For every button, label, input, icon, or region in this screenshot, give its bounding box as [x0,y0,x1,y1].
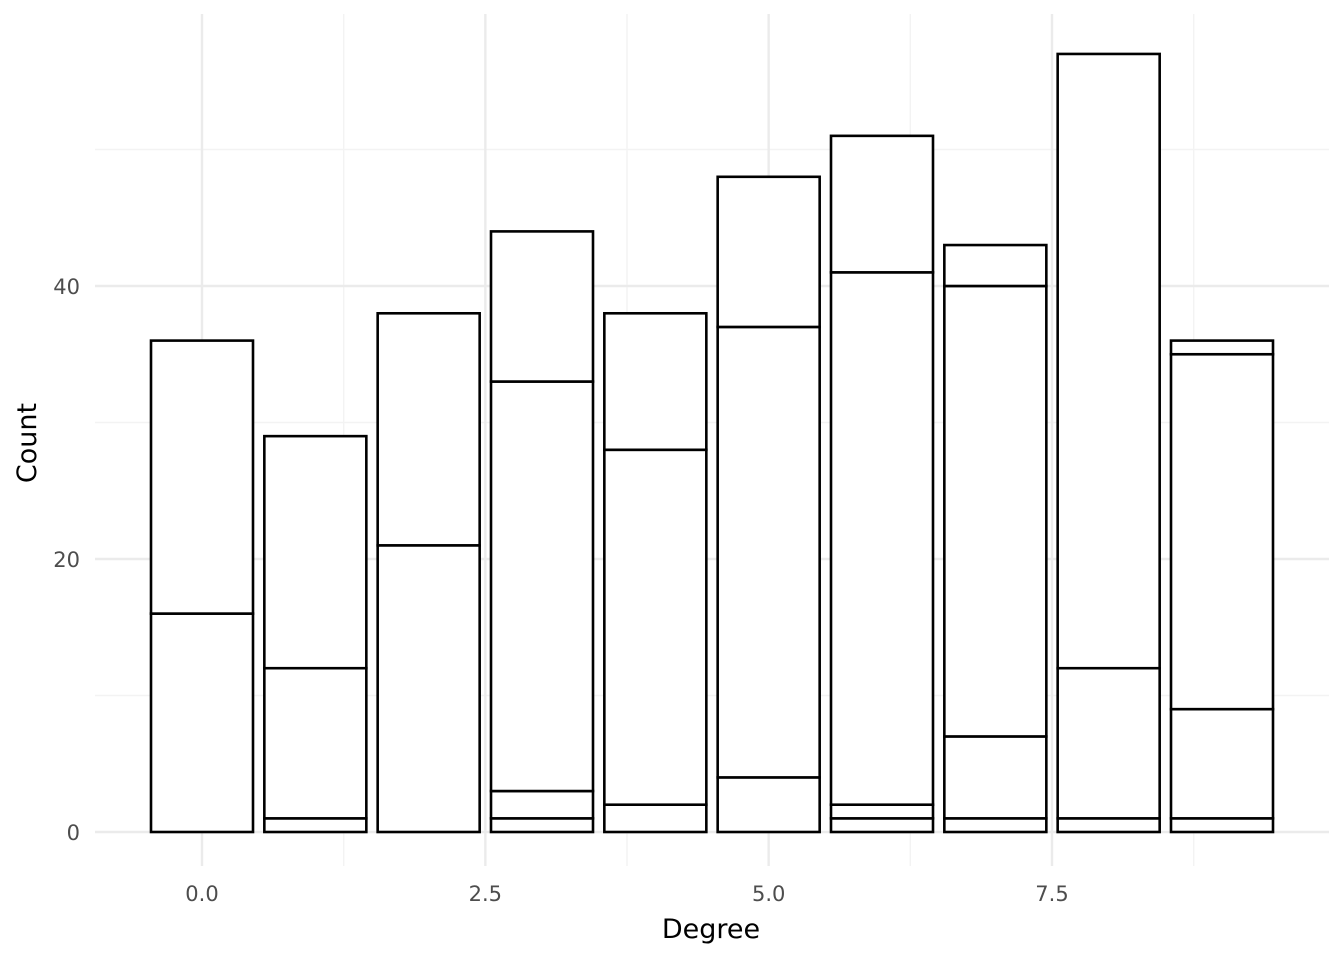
bar-segment [716,776,821,834]
x-tick-label: 5.0 [752,882,785,906]
y-tick-label: 0 [67,821,80,845]
bar-segment [376,311,481,547]
bar-stack [829,134,935,834]
bar-stack [943,243,1048,834]
y-axis-tick-labels: 0 20 40 [53,275,80,845]
bar-segment [489,817,595,834]
bar-segment [489,230,595,383]
y-axis-title: Count [12,403,43,483]
bar-segment [716,175,821,329]
bar-segment [1056,52,1161,670]
bar-segment [603,448,708,806]
bar-stack [1056,52,1161,834]
bar-segment [829,134,935,274]
bar-segment [943,817,1048,834]
bar-segment [716,325,821,779]
x-axis-tick-labels: 0.0 2.5 5.0 7.5 [185,882,1068,906]
bar-stack [1169,339,1275,834]
bars-layer [149,52,1275,834]
bar-segment [149,612,255,834]
y-tick-label: 40 [53,275,80,299]
bar-stack [603,311,708,834]
bar-segment [829,817,935,834]
x-axis-title: Degree [662,914,760,945]
bar-segment [489,789,595,820]
bar-stack [716,175,821,834]
bar-stack [489,230,595,834]
x-tick-label: 2.5 [469,882,502,906]
bar-segment [829,271,935,806]
bar-segment [376,544,481,834]
bar-segment [149,339,255,615]
bar-segment [489,380,595,793]
bar-stack [376,311,481,834]
bar-segment [943,284,1048,738]
bar-stack [149,339,255,834]
x-tick-label: 7.5 [1035,882,1068,906]
bar-segment [1169,817,1275,834]
bar-stack [263,434,368,834]
x-tick-label: 0.0 [185,882,218,906]
bar-segment [829,803,935,820]
bar-segment [1169,339,1275,356]
bar-segment [263,434,368,670]
bar-segment [1169,707,1275,820]
bar-segment [1056,817,1161,834]
y-tick-label: 20 [53,548,80,572]
bar-segment [263,817,368,834]
bar-segment [263,666,368,820]
bar-segment [603,311,708,452]
bar-segment [1056,666,1161,820]
bar-segment [603,803,708,834]
bar-segment [1169,352,1275,711]
bar-segment [943,243,1048,288]
bar-segment [943,735,1048,820]
